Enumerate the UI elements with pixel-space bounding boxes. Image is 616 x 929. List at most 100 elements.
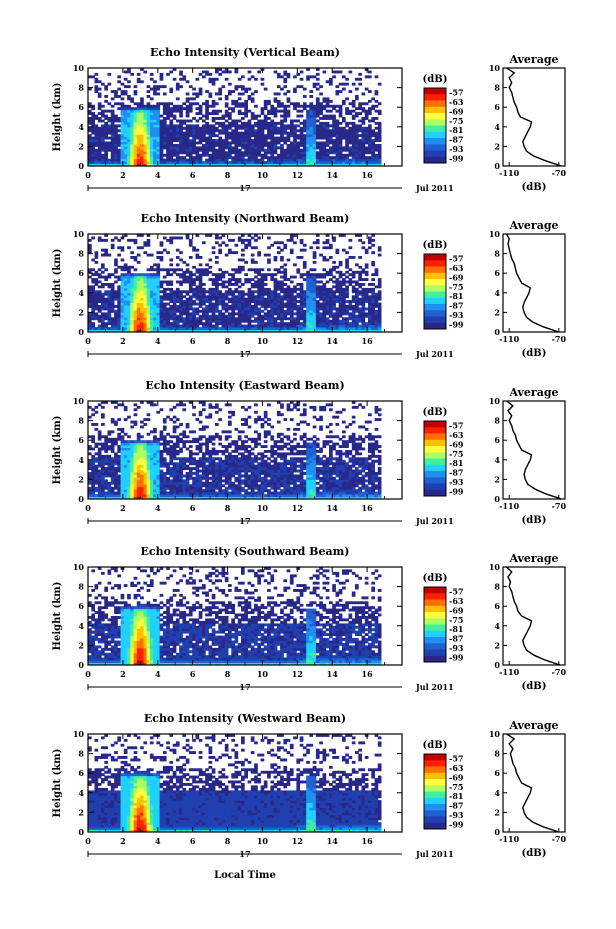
heatmap-cell <box>329 300 333 303</box>
heatmap-cell <box>241 85 245 89</box>
heatmap-cell <box>247 290 252 294</box>
heatmap-cell <box>329 158 333 162</box>
heatmap-cell <box>127 285 131 289</box>
heatmap-cell <box>91 258 95 262</box>
heatmap-cell <box>371 117 375 120</box>
heatmap-cell <box>123 126 128 130</box>
heatmap-cell <box>166 124 170 128</box>
heatmap-cell <box>218 68 222 71</box>
heatmap-cell <box>208 129 213 133</box>
heatmap-cell <box>94 472 99 475</box>
heatmap-cell <box>355 287 359 291</box>
heatmap-cell <box>280 280 284 284</box>
heatmap-cell <box>130 459 134 463</box>
heatmap-cell <box>289 317 294 321</box>
heatmap-cell <box>221 141 226 145</box>
heatmap-cell <box>244 278 248 281</box>
heatmap-cell <box>159 161 164 164</box>
heatmap-cell <box>110 302 115 306</box>
heatmap-cell <box>179 72 183 76</box>
heatmap-cell <box>270 275 275 279</box>
heatmap-cell <box>221 153 226 157</box>
heatmap-cell <box>247 139 252 142</box>
heatmap-cell <box>241 234 245 237</box>
heatmap-cell <box>338 82 343 86</box>
heatmap-cell <box>244 124 248 128</box>
heatmap-cell <box>332 70 336 74</box>
heatmap-cell <box>257 278 261 281</box>
heatmap-cell <box>162 117 167 120</box>
heatmap-cell <box>156 121 161 125</box>
heatmap-cell <box>104 479 108 483</box>
heatmap-cell <box>325 297 330 301</box>
heatmap-cell <box>143 476 148 480</box>
heatmap-cell <box>182 126 187 130</box>
heatmap-cell <box>250 156 255 160</box>
heatmap-cell <box>319 292 323 296</box>
heatmap-cell <box>117 144 121 147</box>
heatmap-cell <box>315 275 320 279</box>
heatmap-cell <box>322 275 327 279</box>
heatmap-cell <box>345 112 349 115</box>
heatmap-cell <box>104 486 108 490</box>
heatmap-cell <box>244 139 248 142</box>
heatmap-cell <box>169 151 174 155</box>
heatmap-cell <box>273 131 278 135</box>
heatmap-cell <box>371 238 375 242</box>
heatmap-cell <box>140 324 144 328</box>
heatmap-cell <box>94 256 99 259</box>
heatmap-cell <box>123 327 128 330</box>
heatmap-cell <box>146 292 151 296</box>
heatmap-cell <box>185 80 190 84</box>
heatmap-cell <box>146 90 151 93</box>
heatmap-cell <box>175 85 180 89</box>
heatmap-cell <box>267 134 271 138</box>
heatmap-cell <box>117 139 121 142</box>
heatmap-cell <box>250 153 255 157</box>
heatmap-cell <box>335 251 340 255</box>
heatmap-cell <box>280 309 284 313</box>
heatmap-cell <box>276 158 281 162</box>
heatmap-cell <box>88 319 92 323</box>
heatmap-cell <box>104 148 108 152</box>
heatmap-cell <box>159 148 164 152</box>
heatmap-cell <box>104 131 108 135</box>
heatmap-cell <box>114 496 118 500</box>
heatmap-cell <box>136 280 141 284</box>
heatmap-cell <box>302 305 307 308</box>
heatmap-cell <box>309 148 314 152</box>
heatmap-cell <box>172 131 177 135</box>
heatmap-cell <box>143 309 148 313</box>
heatmap-cell <box>172 109 177 113</box>
heatmap-cell <box>149 319 154 323</box>
heatmap-cell <box>146 278 151 281</box>
heatmap-cell <box>94 158 99 162</box>
heatmap-cell <box>175 297 180 301</box>
heatmap-cell <box>221 319 226 323</box>
heatmap-cell <box>374 329 379 333</box>
heatmap-cell <box>319 314 323 318</box>
heatmap-cell <box>257 153 261 157</box>
heatmap-cell <box>179 158 183 162</box>
heatmap-cell <box>172 77 177 81</box>
heatmap-cell <box>228 90 232 93</box>
heatmap-cell <box>283 112 288 115</box>
heatmap-cell <box>231 275 235 279</box>
heatmap-cell <box>221 295 226 299</box>
heatmap-cell <box>280 329 284 333</box>
heatmap-cell <box>254 268 258 272</box>
heatmap-cell <box>218 136 222 140</box>
heatmap-cell <box>208 139 213 142</box>
heatmap-cell <box>94 131 99 135</box>
heatmap-cell <box>211 278 216 281</box>
heatmap-cell <box>364 322 369 326</box>
heatmap-cell <box>133 102 138 106</box>
heatmap-cell <box>205 129 209 133</box>
colorbar-unit: (dB) <box>423 74 448 85</box>
heatmap-cell <box>146 234 151 237</box>
heatmap-cell <box>329 312 333 316</box>
heatmap-cell <box>208 270 213 274</box>
heatmap-cell <box>188 270 193 274</box>
heatmap-cell <box>211 141 216 145</box>
heatmap-cell <box>309 151 314 155</box>
